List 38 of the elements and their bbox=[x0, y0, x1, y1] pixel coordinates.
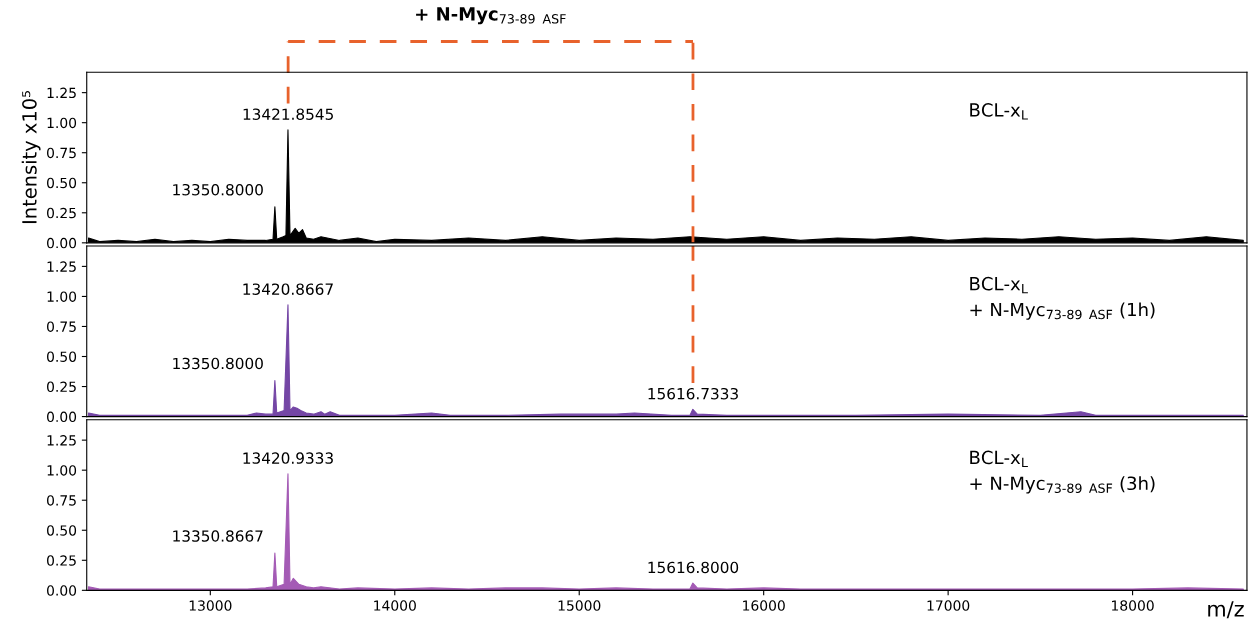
annotation: BCL-x$_{L}$ bbox=[970, 103, 1028, 120]
x-tick-label: 15000 bbox=[558, 600, 601, 611]
y-tick-label: 1.00 bbox=[47, 465, 77, 476]
y-tick-label: 1.25 bbox=[47, 435, 76, 446]
annotation: BCL-x$_{L}$ + N-Myc$_{73-89 ASF}$ (3h) bbox=[970, 450, 1155, 494]
y-tick-label: 0.00 bbox=[47, 585, 77, 596]
annotation: 13350.8000 bbox=[173, 183, 263, 196]
x-tick-label: 13000 bbox=[189, 600, 232, 611]
annotation: 13420.8667 bbox=[243, 283, 333, 295]
y-tick-label: 0.50 bbox=[47, 525, 77, 536]
y-tick-label: 0.50 bbox=[47, 351, 77, 362]
y-tick-label: 1.00 bbox=[47, 291, 77, 302]
y-tick-label: 1.00 bbox=[47, 117, 77, 129]
annotation: 15616.8000 bbox=[648, 561, 739, 574]
x-axis-title: m/z bbox=[1208, 601, 1244, 619]
y-tick-label: 0.00 bbox=[47, 411, 77, 423]
x-tick-label: 14000 bbox=[374, 600, 416, 611]
annotation: 13350.8667 bbox=[173, 530, 263, 542]
annotation: 13420.9333 bbox=[243, 452, 333, 464]
x-tick-label: 17000 bbox=[927, 600, 970, 611]
annotation: 13421.8545 bbox=[243, 108, 333, 120]
y-tick-label: 0.75 bbox=[47, 147, 76, 159]
y-tick-label: 1.25 bbox=[47, 87, 76, 99]
annotation: BCL-x$_{L}$ + N-Myc$_{73-89 ASF}$ (1h) bbox=[970, 276, 1155, 320]
y-tick-label: 0.25 bbox=[47, 381, 76, 393]
x-tick-label: 16000 bbox=[743, 600, 785, 611]
annotation: 13350.8000 bbox=[173, 357, 263, 370]
y-tick-label: 0.25 bbox=[47, 207, 76, 219]
y-tick-label: 0.00 bbox=[47, 237, 77, 249]
chart-title: + N-Myc$_{73-89 ASF}$ bbox=[416, 7, 566, 25]
y-tick-label: 0.25 bbox=[47, 555, 76, 566]
y-axis-title: Intensity x10⁵ bbox=[21, 91, 41, 224]
y-tick-label: 0.75 bbox=[47, 495, 76, 506]
annotation: 15616.7333 bbox=[648, 387, 738, 400]
y-tick-label: 1.25 bbox=[47, 261, 76, 272]
y-tick-label: 0.50 bbox=[47, 177, 77, 189]
x-tick-label: 18000 bbox=[1112, 600, 1154, 611]
y-tick-label: 0.75 bbox=[47, 321, 76, 332]
